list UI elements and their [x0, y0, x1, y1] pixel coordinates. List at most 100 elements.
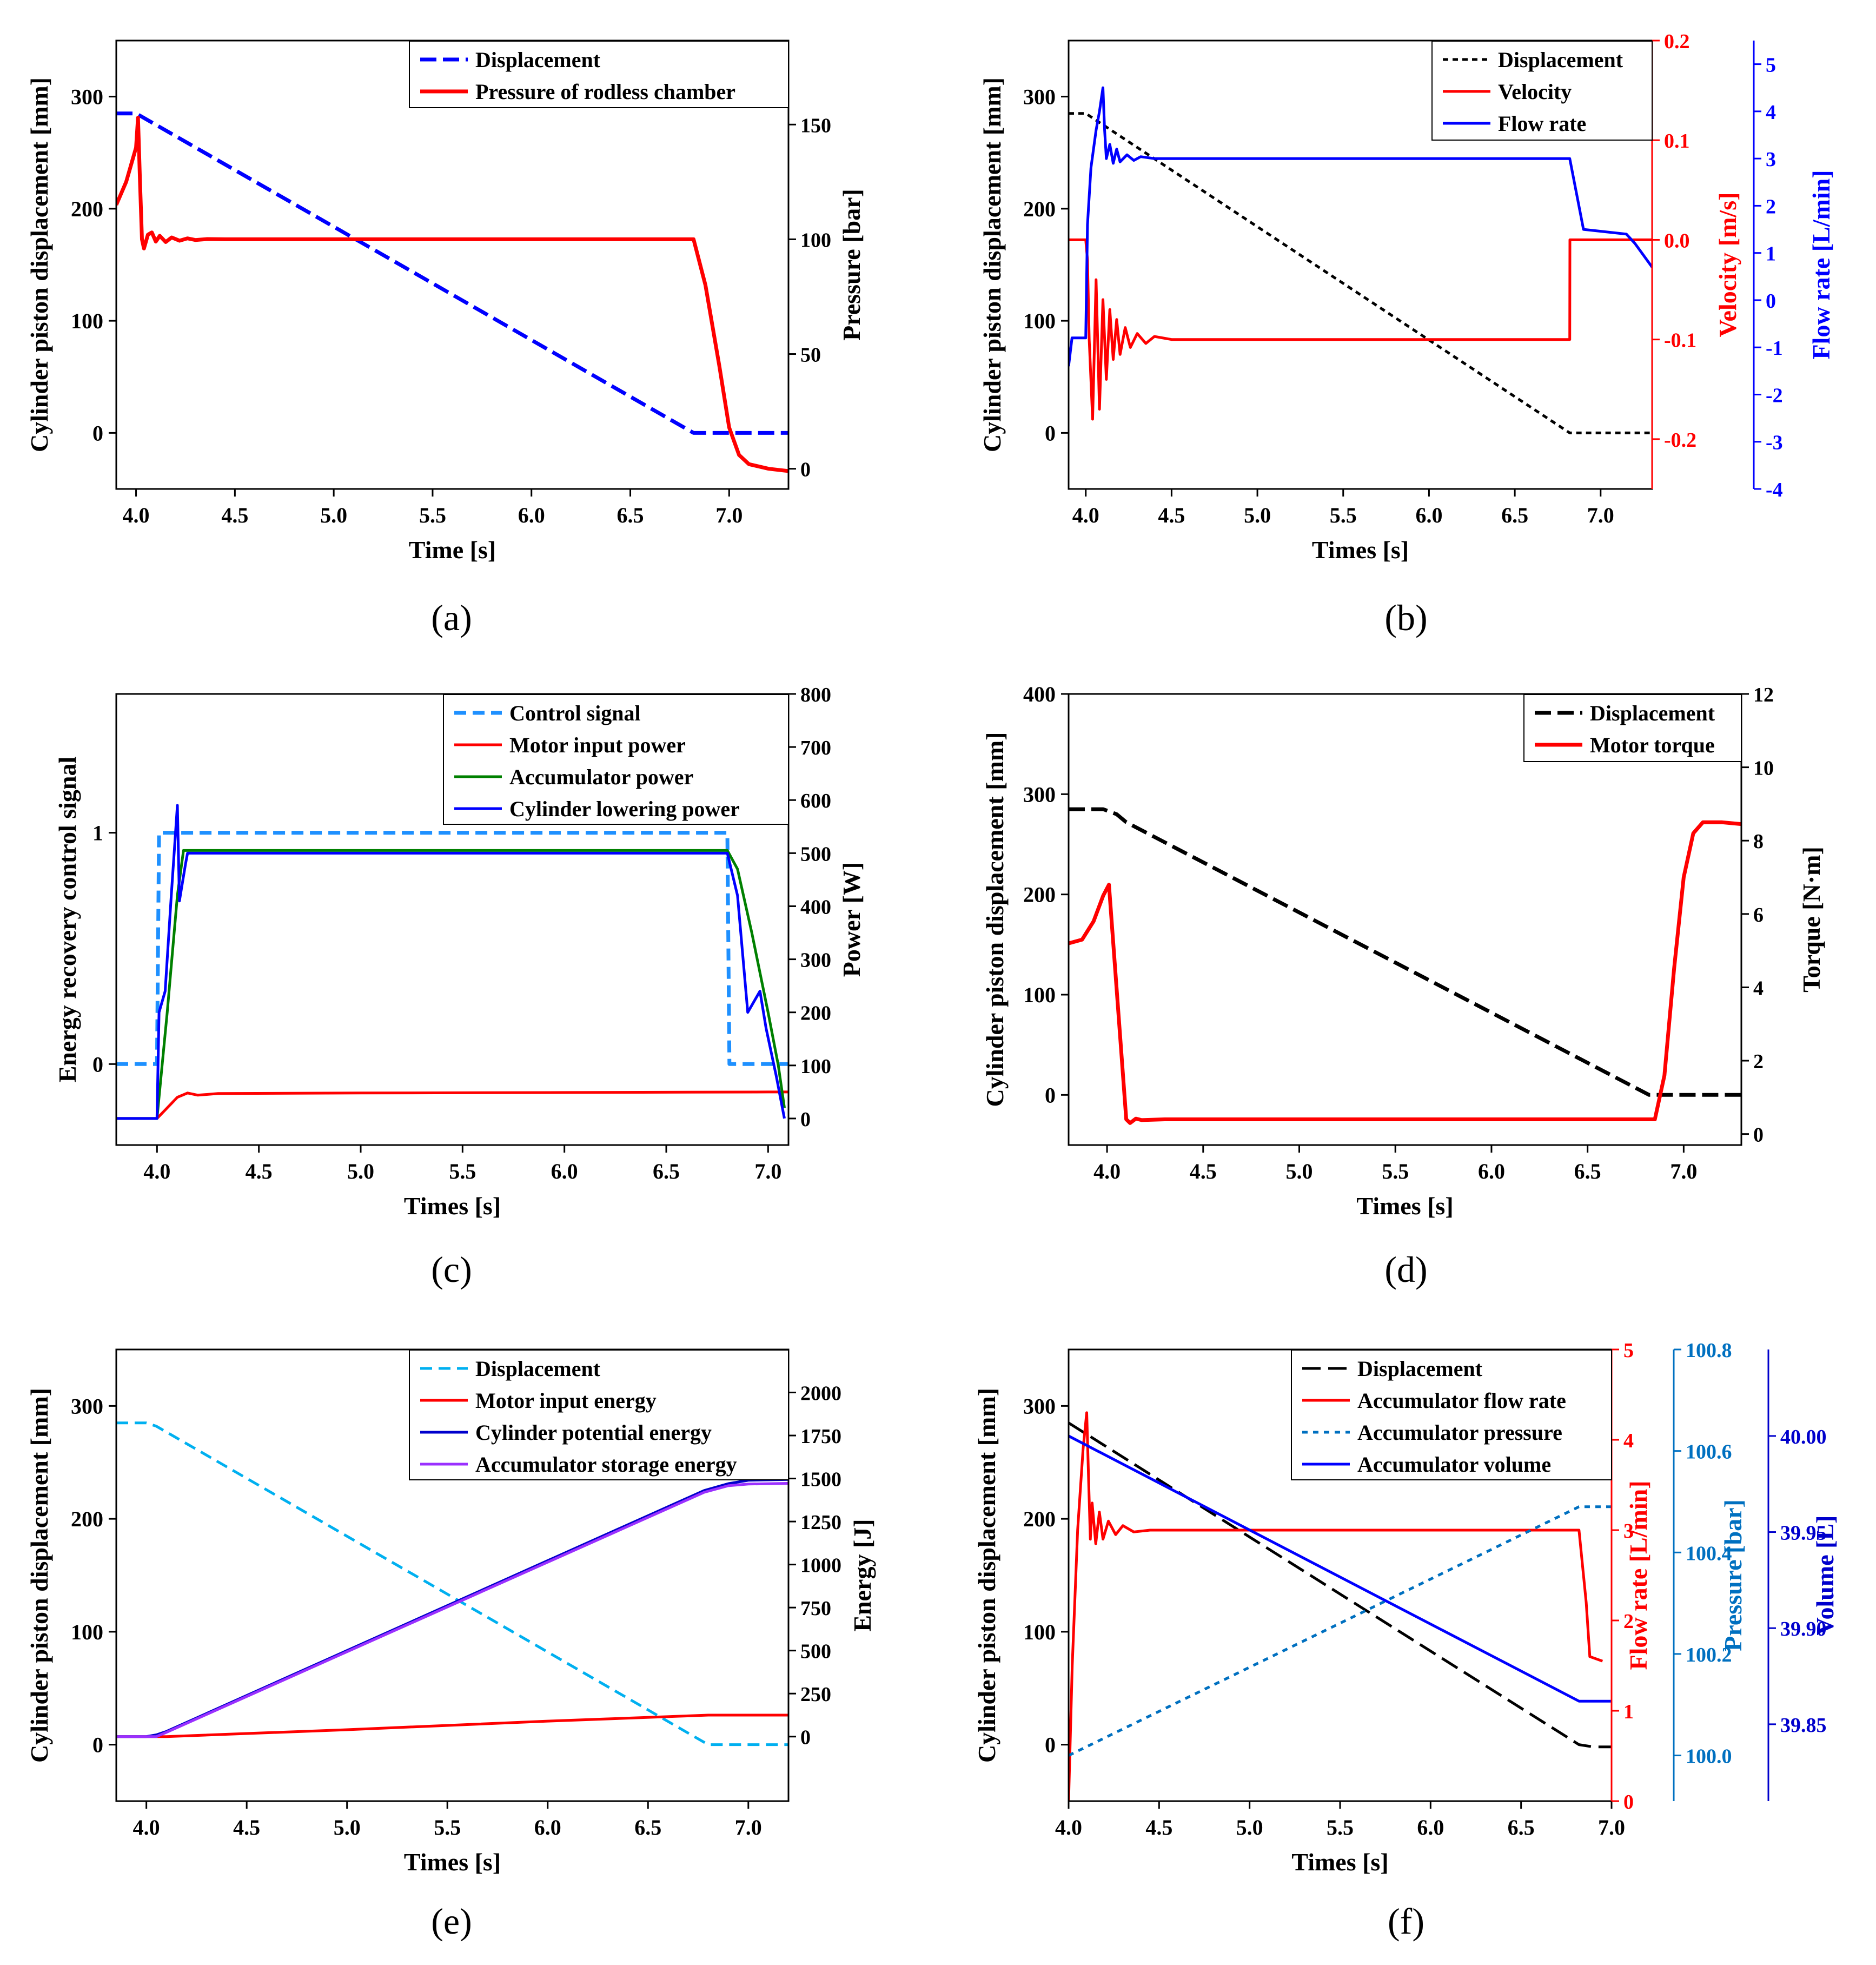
right-axis-label: Power [W] [838, 862, 865, 977]
x-axis-label: Times [s] [1356, 1192, 1453, 1220]
x-tick-label: 5.0 [320, 503, 347, 527]
x-tick-label: 4.5 [1158, 503, 1185, 527]
legend: Displacement Motor torque [1523, 694, 1742, 762]
x-tick-label: 5.5 [419, 503, 446, 527]
right-tick-label: 0.2 [1664, 30, 1690, 53]
right-tick-label: 10 [1753, 757, 1774, 780]
legend-box [409, 1349, 789, 1480]
series-line-b-2 [1069, 86, 1652, 367]
panel-caption: (d) [1384, 1249, 1427, 1290]
x-tick-label: 4.5 [246, 1159, 273, 1183]
y-tick-label: 300 [71, 1394, 103, 1418]
right-axis-label: Flow rate [L/min] [1625, 1480, 1652, 1670]
right-tick-label: 800 [800, 684, 831, 706]
series-group [1069, 1411, 1612, 1801]
series-line-e-0 [116, 1421, 788, 1746]
panel-caption: (a) [431, 597, 472, 638]
series-line-c-3 [116, 804, 786, 1120]
right-tick-label: 750 [800, 1597, 831, 1620]
right-tick-label: 4 [1753, 977, 1764, 1000]
y-tick-label: 300 [1023, 1394, 1056, 1418]
right-tick-label: 0 [1753, 1124, 1764, 1147]
x-tick-label: 7.0 [735, 1815, 762, 1840]
x-axis-label: Times [s] [1312, 536, 1409, 564]
legend-entry: Pressure of rodless chamber [475, 80, 735, 104]
right-tick-label: 4 [1623, 1430, 1634, 1452]
right-tick-label: 5 [1623, 1339, 1634, 1362]
right-tick-label: 2 [1766, 195, 1776, 218]
series-line-a-0 [116, 111, 788, 435]
legend-box [1523, 694, 1742, 762]
legend-entry: Motor torque [1590, 733, 1715, 757]
right-tick-label: 0.0 [1664, 229, 1690, 252]
panel-caption: (f) [1388, 1901, 1424, 1942]
legend: Displacement Accumulator flow rate Accumul… [1291, 1349, 1612, 1480]
y-tick-label: 200 [1023, 883, 1056, 907]
x-tick-label: 4.0 [1055, 1815, 1082, 1840]
right-tick-label: 39.90 [1780, 1618, 1827, 1640]
y-tick-label: 100 [1023, 309, 1056, 333]
y-tick-label: 100 [1023, 983, 1056, 1007]
x-tick-label: 7.0 [1598, 1815, 1625, 1840]
x-axis-label: Time [s] [409, 536, 496, 564]
series-line-f-3 [1069, 1434, 1612, 1703]
right-axis-label: Volume [L] [1811, 1516, 1839, 1636]
x-axis-label: Times [s] [1291, 1848, 1388, 1876]
right-tick-label: 100.4 [1686, 1542, 1732, 1565]
x-tick-label: 5.0 [347, 1159, 374, 1183]
x-tick-label: 4.5 [1190, 1159, 1217, 1183]
y-tick-label: 300 [1023, 782, 1056, 806]
right-tick-label: 1500 [800, 1468, 841, 1491]
right-tick-label: 1 [1766, 243, 1776, 266]
right-tick-label: 6 [1753, 904, 1764, 927]
x-tick-label: 6.5 [1508, 1815, 1535, 1840]
right-tick-label: -0.1 [1664, 329, 1696, 352]
y-axis-label: Cylinder piston displacement [mm] [973, 1388, 1000, 1763]
right-tick-label: -0.2 [1664, 429, 1696, 452]
x-tick-label: 5.5 [434, 1815, 461, 1840]
right-tick-label: 3 [1623, 1520, 1634, 1543]
y-tick-label: 0 [1045, 1083, 1056, 1107]
x-tick-label: 6.0 [518, 503, 545, 527]
legend-box [1291, 1349, 1612, 1480]
series-line-e-3 [116, 1482, 788, 1738]
chart-panel-a: 4.0 4.5 5.0 5.5 6.0 6.5 7.0 Time [s] 0 100 200 300 C… [25, 39, 865, 638]
right-tick-label: 0 [800, 459, 811, 481]
right-axis-label: Pressure [bar] [1719, 1499, 1747, 1651]
legend-box [443, 694, 789, 825]
right-tick-label: 400 [800, 896, 831, 918]
legend-entry: Accumulator power [509, 765, 693, 789]
chart-panel-e: 4.0 4.5 5.0 5.5 6.0 6.5 7.0 Times [s] 0 100 200 300… [25, 1348, 876, 1942]
series-line-d-1 [1069, 820, 1741, 1125]
x-axis-label: Times [s] [404, 1192, 501, 1220]
x-tick-label: 4.5 [233, 1815, 260, 1840]
x-tick-label: 4.5 [221, 503, 248, 527]
x-tick-label: 6.0 [1478, 1159, 1505, 1183]
series-line-e-2 [116, 1478, 788, 1738]
y-tick-label: 0 [1045, 1733, 1056, 1757]
x-tick-label: 5.5 [449, 1159, 476, 1183]
right-axis-label: Torque [N·m] [1798, 846, 1825, 993]
series-group [1069, 807, 1741, 1125]
x-tick-label: 6.0 [534, 1815, 561, 1840]
x-tick-label: 4.0 [1093, 1159, 1121, 1183]
series-group [116, 111, 788, 473]
legend-entry: Displacement [1357, 1357, 1483, 1381]
y-tick-label: 200 [71, 197, 103, 221]
x-tick-label: 5.0 [334, 1815, 361, 1840]
right-tick-label: 100 [800, 1055, 831, 1078]
panel-caption: (e) [431, 1901, 472, 1942]
x-tick-label: 6.5 [1501, 503, 1528, 527]
legend-entry: Flow rate [1498, 111, 1586, 136]
x-tick-label: 4.0 [143, 1159, 170, 1183]
x-tick-label: 6.5 [617, 503, 644, 527]
legend-entry: Motor input energy [475, 1388, 657, 1413]
right-tick-label: -1 [1766, 337, 1783, 360]
right-tick-label: -3 [1766, 432, 1783, 454]
y-tick-label: 100 [1023, 1620, 1056, 1644]
panel-caption: (c) [431, 1249, 472, 1290]
x-tick-label: 6.0 [1417, 1815, 1444, 1840]
y-tick-label: 300 [1023, 85, 1056, 109]
y-tick-label: 200 [71, 1507, 103, 1531]
